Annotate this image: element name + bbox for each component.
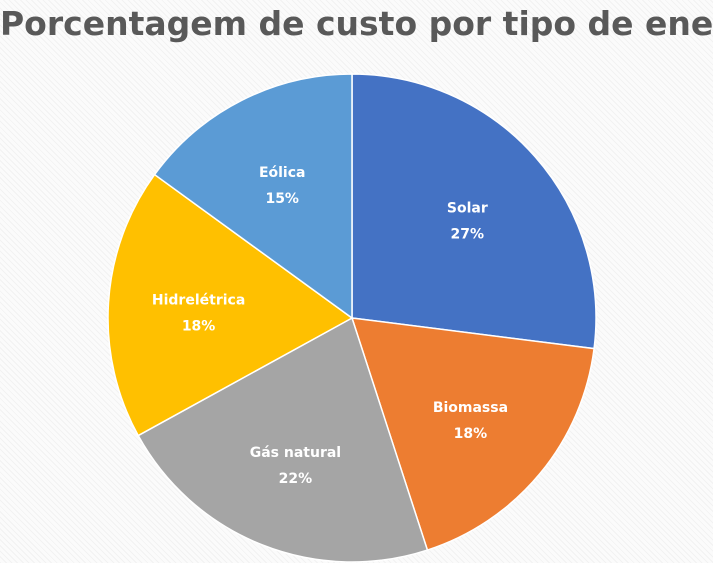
slice-percent-label: 22% (279, 471, 313, 487)
slice-label-hidreletrica: Hidrelétrica 18% (152, 292, 245, 334)
slice-percent-label: 27% (451, 226, 485, 242)
pie-slice-gas-natural (137, 316, 429, 563)
pie-slice-biomassa (350, 317, 595, 552)
pie-slice-eolica (153, 73, 353, 320)
slice-category-label: Hidrelétrica (152, 292, 245, 308)
slice-label-gas-natural: Gás natural 22% (250, 445, 341, 487)
slice-category-label: Eólica (259, 165, 306, 181)
pie-slice-hidreletrica (107, 173, 354, 437)
slice-label-eolica: Eólica 15% (259, 165, 306, 207)
chart-title: Porcentagem de custo por tipo de energia (0, 4, 713, 43)
slice-category-label: Gás natural (250, 445, 341, 461)
slice-label-solar: Solar 27% (447, 200, 488, 242)
slice-category-label: Biomassa (433, 400, 508, 416)
slice-category-label: Solar (447, 200, 488, 216)
slice-percent-label: 18% (182, 318, 216, 334)
slice-percent-label: 18% (454, 426, 488, 442)
slice-percent-label: 15% (265, 191, 299, 207)
pie-slice-solar (351, 73, 597, 350)
slice-label-biomassa: Biomassa 18% (433, 400, 508, 442)
